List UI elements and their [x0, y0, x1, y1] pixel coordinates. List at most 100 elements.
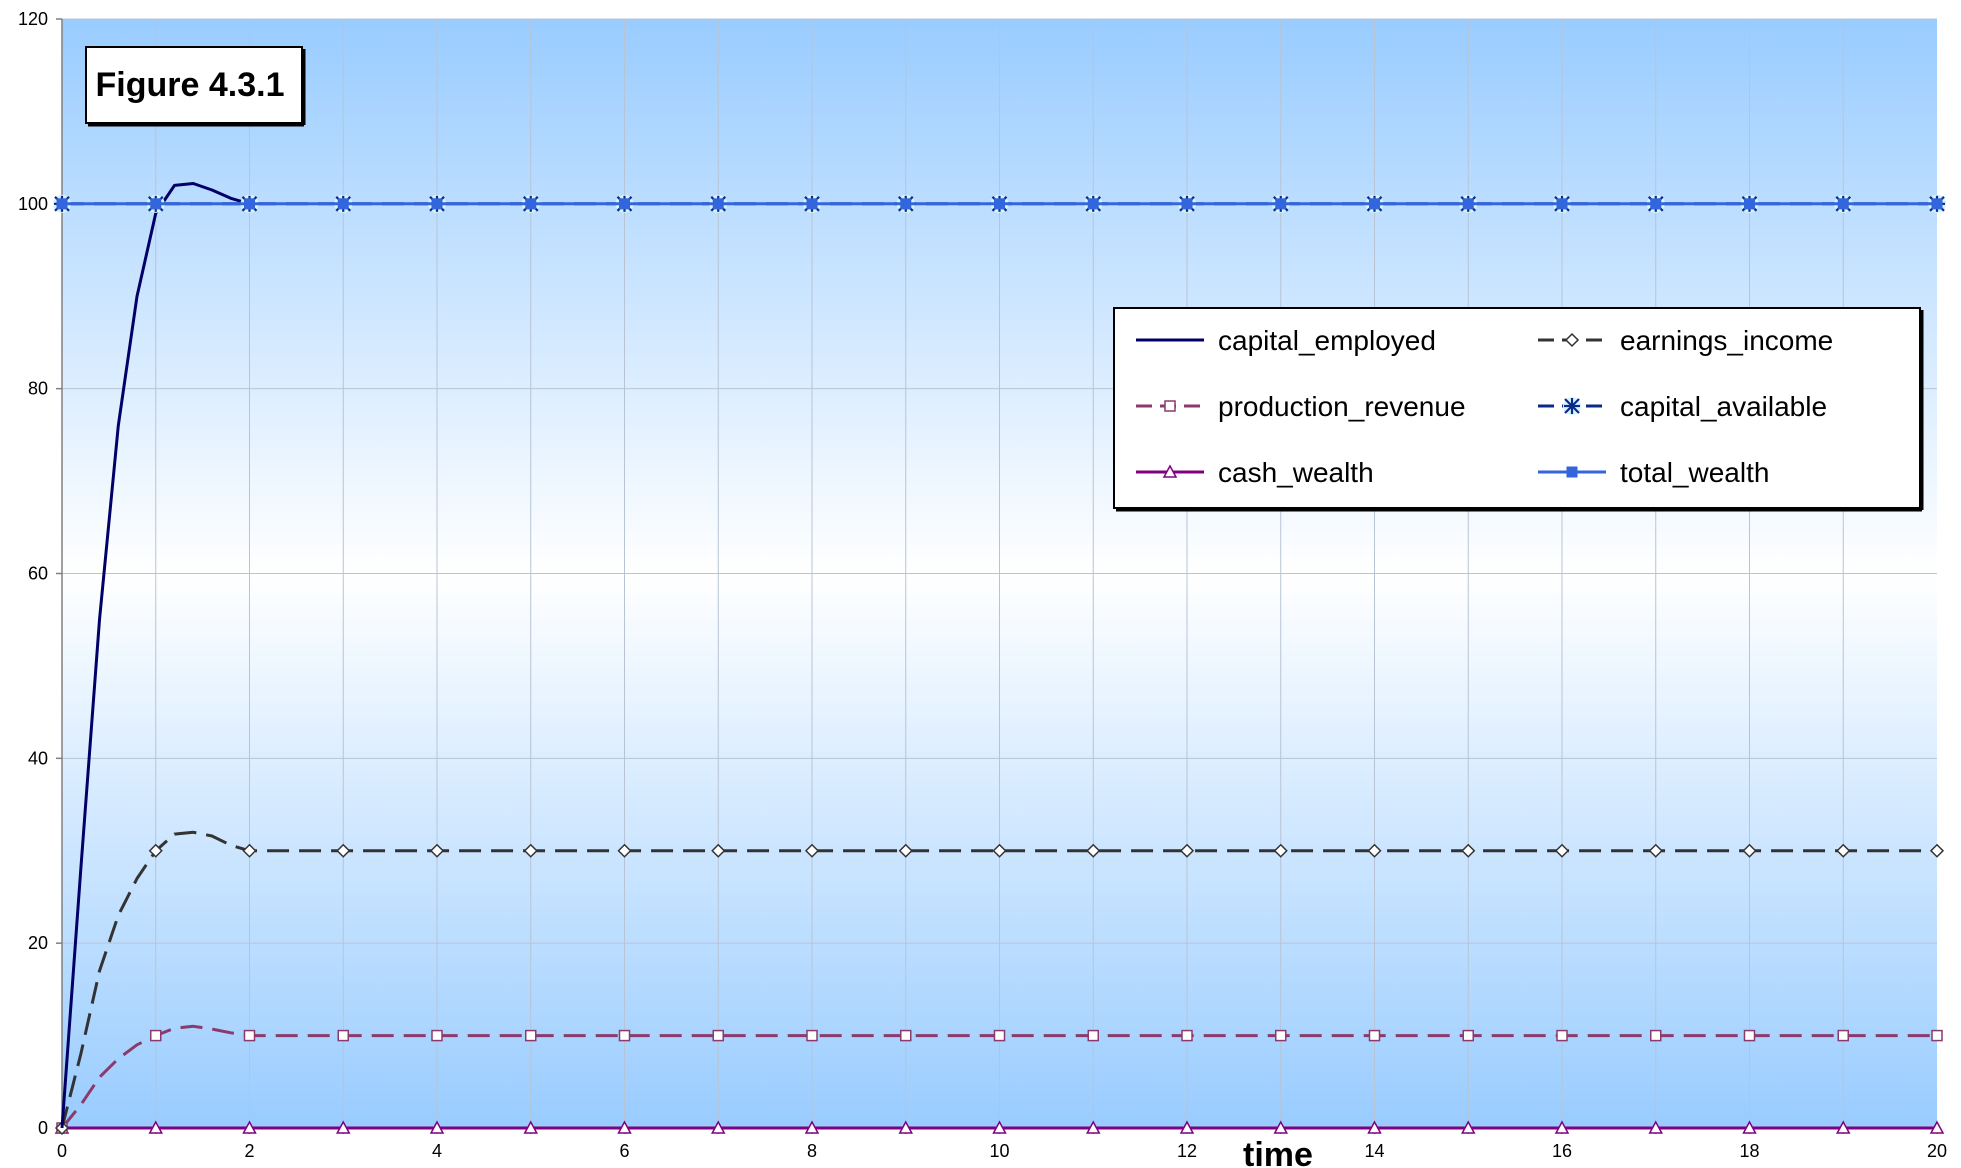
x-tick-label: 8: [807, 1141, 817, 1161]
data-point: [1564, 332, 1580, 348]
data-point: [1164, 400, 1176, 412]
series-cash-wealth: [54, 1120, 1945, 1134]
data-point: [1460, 1120, 1476, 1134]
data-point: [1275, 198, 1287, 210]
data-point: [523, 843, 538, 858]
grid: [62, 18, 1937, 1128]
data-point: [1931, 198, 1943, 210]
series-line: [60, 1024, 1937, 1129]
series-capital-employed: [60, 182, 250, 1129]
data-point: [710, 1120, 726, 1134]
data-point: [992, 1120, 1007, 1134]
data-point: [898, 1120, 914, 1134]
data-point: [804, 1120, 820, 1134]
data-point: [1742, 843, 1757, 858]
data-point: [618, 1029, 631, 1042]
data-point: [150, 198, 162, 210]
legend-label: production_revenue: [1218, 391, 1466, 422]
figure-annotation: Figure 4.3.1: [96, 66, 285, 104]
data-point: [1181, 1029, 1193, 1042]
legend-label: total_wealth: [1620, 457, 1769, 488]
data-point: [1181, 198, 1193, 210]
data-point: [806, 1029, 818, 1042]
data-point: [900, 198, 912, 210]
series-group: [53, 182, 1946, 1136]
data-point: [336, 843, 351, 858]
data-point: [712, 1029, 724, 1042]
data-point: [1086, 843, 1101, 858]
data-point: [523, 1120, 539, 1134]
data-point: [1837, 198, 1849, 210]
x-tick-label: 14: [1364, 1141, 1384, 1161]
data-point: [1931, 1029, 1943, 1042]
data-point: [1367, 843, 1382, 858]
legend: capital_employed earnings_income productio…: [1113, 307, 1924, 512]
data-point: [148, 1120, 164, 1134]
data-point: [525, 198, 537, 210]
data-point: [1273, 843, 1288, 858]
x-tick-label: 4: [432, 1141, 442, 1161]
y-tick-label: 80: [28, 379, 48, 399]
data-point: [711, 843, 726, 858]
data-point: [1744, 198, 1755, 210]
legend-item-capital-employed: capital_employed: [1136, 325, 1436, 356]
data-point: [617, 1120, 632, 1134]
data-point: [993, 1029, 1006, 1042]
data-point: [1462, 1029, 1474, 1042]
data-point: [1369, 198, 1380, 210]
legend-item-capital-available: capital_available: [1538, 391, 1827, 422]
data-point: [1648, 1120, 1664, 1134]
data-point: [1087, 1029, 1099, 1042]
data-point: [992, 843, 1007, 858]
data-point: [617, 843, 632, 858]
data-point: [1648, 843, 1663, 858]
x-tick-label: 12: [1177, 1141, 1197, 1161]
data-point: [56, 198, 68, 210]
data-point: [337, 198, 349, 210]
x-tick-label: 6: [619, 1141, 629, 1161]
data-point: [1836, 843, 1851, 858]
data-point: [806, 198, 818, 210]
data-point: [1650, 1029, 1662, 1042]
series-line: [60, 182, 250, 1129]
data-point: [148, 843, 163, 858]
data-point: [1462, 198, 1474, 210]
data-point: [898, 843, 913, 858]
data-point: [242, 843, 257, 858]
y-tick-label: 60: [28, 564, 48, 584]
x-tick-label: 0: [57, 1141, 67, 1161]
x-tick-label: 2: [244, 1141, 254, 1161]
data-point: [1179, 1120, 1195, 1134]
data-point: [1835, 1120, 1851, 1134]
data-point: [337, 1029, 349, 1042]
data-point: [335, 1120, 351, 1134]
x-axis-label: time: [1243, 1136, 1313, 1168]
data-point: [1368, 1029, 1381, 1042]
y-tick-label: 40: [28, 748, 48, 768]
y-tick-label: 120: [18, 9, 48, 29]
data-point: [429, 843, 445, 858]
series-total-wealth: [56, 198, 1943, 210]
data-point: [1461, 843, 1476, 858]
data-point: [429, 1120, 445, 1134]
data-point: [1556, 198, 1568, 210]
data-point: [804, 843, 820, 858]
data-point: [525, 1029, 537, 1042]
legend-item-total-wealth: total_wealth: [1538, 457, 1769, 488]
x-tick-label: 18: [1739, 1141, 1759, 1161]
data-point: [242, 1120, 257, 1134]
data-point: [1087, 198, 1099, 210]
y-tick-label: 20: [28, 933, 48, 953]
data-point: [619, 198, 630, 210]
legend-label: capital_available: [1620, 391, 1827, 422]
data-point: [994, 198, 1005, 210]
data-point: [1162, 464, 1178, 478]
legend-item-earnings-income: earnings_income: [1538, 325, 1833, 356]
data-point: [150, 1029, 162, 1042]
data-point: [431, 198, 443, 210]
data-point: [1179, 843, 1195, 858]
data-point: [431, 1029, 443, 1042]
y-tick-label: 100: [18, 194, 48, 214]
data-point: [1742, 1120, 1757, 1134]
